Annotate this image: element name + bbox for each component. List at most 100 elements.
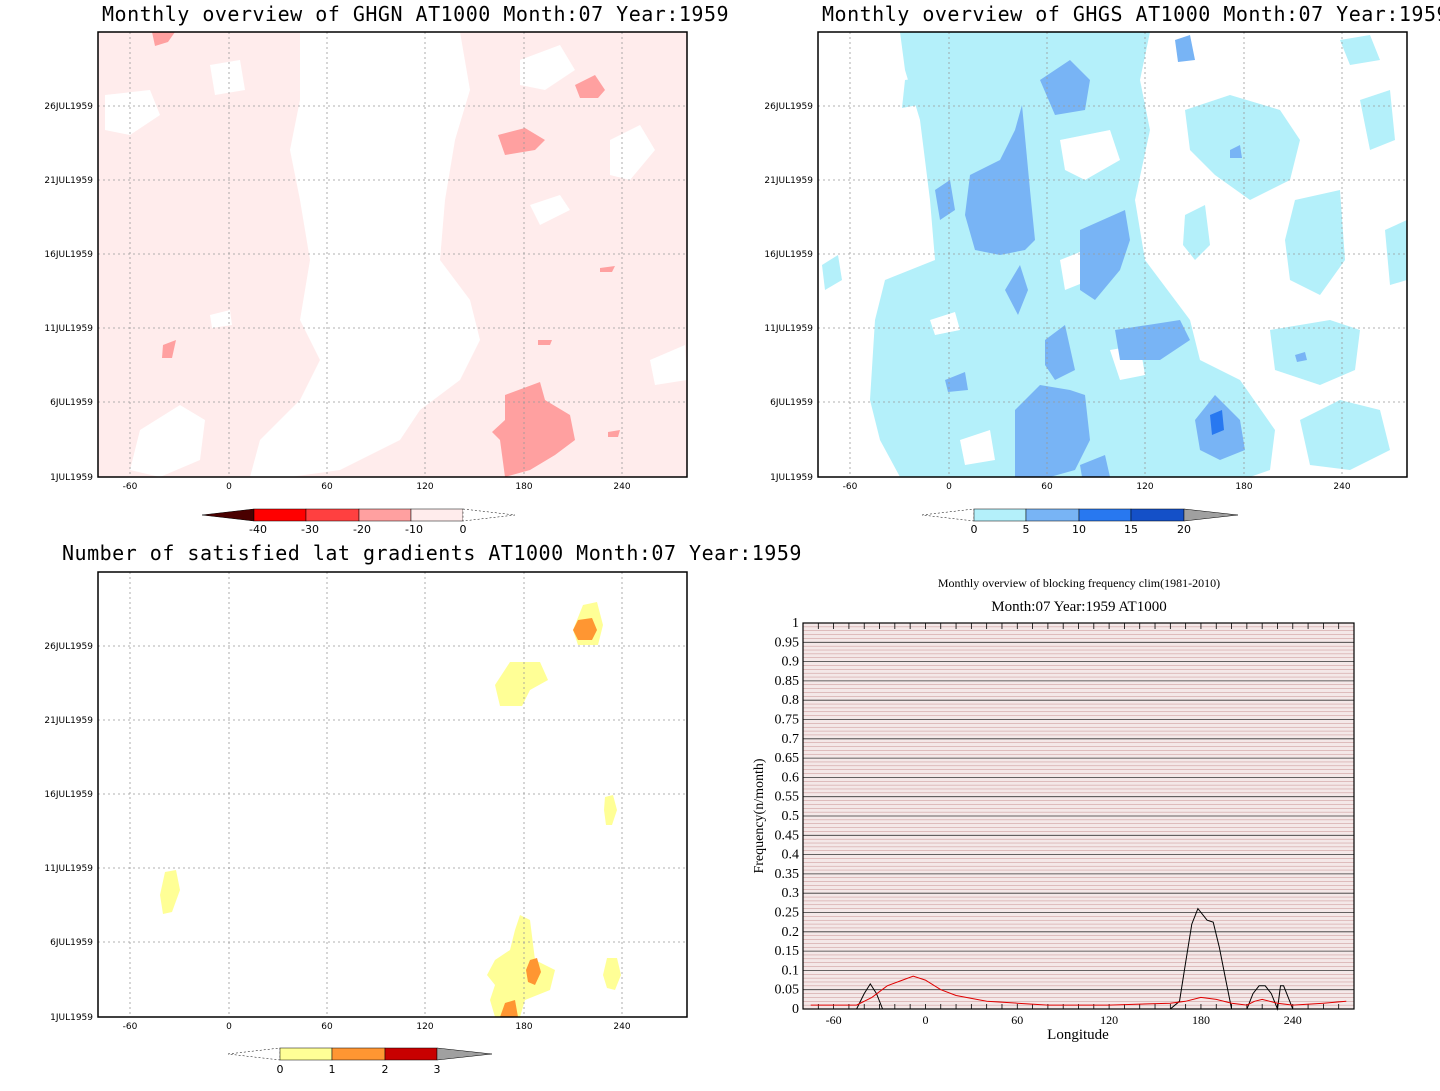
- ghgs-plot: -60 0 60 120 180 240 26JUL1959 21JUL1959…: [764, 31, 1408, 536]
- y-tick: 21JUL1959: [44, 176, 93, 186]
- y-tick-label: 0.15: [775, 944, 800, 959]
- colorbar-label: 5: [1023, 523, 1030, 536]
- y-tick: 1JUL1959: [770, 473, 813, 483]
- ghgs-x-ticks: -60 0 60 120 180 240: [843, 482, 1351, 492]
- y-tick: 1JUL1959: [50, 1013, 93, 1023]
- y-tick: 16JUL1959: [764, 250, 813, 260]
- x-tick: 180: [515, 482, 532, 492]
- x-tick: 120: [416, 482, 433, 492]
- y-tick-label: 0.5: [782, 809, 800, 824]
- colorbar-label: 1: [329, 1063, 336, 1076]
- x-tick: 60: [321, 482, 333, 492]
- colorbar-label: 0: [460, 523, 467, 536]
- lat-y-ticks: 26JUL1959 21JUL1959 16JUL1959 11JUL1959 …: [44, 642, 93, 1023]
- y-tick: 16JUL1959: [44, 250, 93, 260]
- y-tick-label: 0.9: [782, 655, 800, 670]
- x-tick: 240: [1333, 482, 1350, 492]
- y-tick: 11JUL1959: [764, 324, 813, 334]
- series-line-1: [810, 975, 1347, 1006]
- x-tick: 0: [226, 482, 232, 492]
- colorbar-label: 0: [971, 523, 978, 536]
- y-tick: 26JUL1959: [44, 642, 93, 652]
- x-tick: -60: [123, 1022, 138, 1032]
- colorbar-label: -40: [249, 523, 267, 536]
- lat-title: Number of satisfied lat gradients AT1000…: [62, 541, 802, 565]
- y-tick-label: 0.55: [775, 790, 800, 805]
- y-tick-label: 0.85: [775, 674, 800, 689]
- colorbar-label: 15: [1124, 523, 1138, 536]
- colorbar-label: -10: [405, 523, 423, 536]
- y-tick-label: 0.45: [775, 828, 800, 843]
- y-tick: 26JUL1959: [764, 102, 813, 112]
- ghgs-title: Monthly overview of GHGS AT1000 Month:07…: [822, 2, 1440, 26]
- y-tick-label: 0.8: [782, 693, 800, 708]
- x-tick: 60: [321, 1022, 333, 1032]
- y-tick-label: 0.3: [782, 886, 800, 901]
- y-tick-label: 0.35: [775, 867, 800, 882]
- colorbar-label: 0: [277, 1063, 284, 1076]
- y-tick: 16JUL1959: [44, 790, 93, 800]
- chart-title: Monthly overview of blocking frequency c…: [938, 576, 1220, 590]
- y-tick: 6JUL1959: [770, 398, 813, 408]
- x-tick: 0: [226, 1022, 232, 1032]
- x-tick: 240: [613, 1022, 630, 1032]
- y-tick-label: 1: [792, 616, 799, 631]
- x-tick: 240: [613, 482, 630, 492]
- y-tick-label: 0.4: [782, 848, 800, 863]
- ghgn-title: Monthly overview of GHGN AT1000 Month:07…: [102, 2, 730, 26]
- y-tick: 26JUL1959: [44, 102, 93, 112]
- y-tick: 1JUL1959: [50, 473, 93, 483]
- ghgn-colorbar: -40 -30 -20 -10 0: [201, 508, 516, 536]
- y-tick-label: 0.95: [775, 635, 800, 650]
- y-tick-label: 0.1: [782, 963, 800, 978]
- x-axis-label: Longitude: [1047, 1027, 1109, 1043]
- x-tick-label: -60: [826, 1013, 842, 1027]
- y-tick-label: 0.6: [782, 770, 800, 785]
- colorbar-label: 2: [382, 1063, 389, 1076]
- x-tick: 180: [1235, 482, 1252, 492]
- y-tick: 21JUL1959: [764, 176, 813, 186]
- ghgn-plot: -60 0 60 120 180 240 26JUL1959 21JUL1959…: [44, 31, 688, 536]
- colorbar-label: 3: [434, 1063, 441, 1076]
- lat-x-ticks: -60 0 60 120 180 240: [123, 1022, 631, 1032]
- ghgs-y-ticks: 26JUL1959 21JUL1959 16JUL1959 11JUL1959 …: [764, 102, 813, 483]
- y-tick-label: 0: [792, 1002, 799, 1017]
- colorbar-label: -30: [301, 523, 319, 536]
- y-tick-label: 0.25: [775, 906, 800, 921]
- y-tick: 21JUL1959: [44, 716, 93, 726]
- y-tick: 6JUL1959: [50, 398, 93, 408]
- series-line-0: [810, 907, 1354, 1011]
- y-tick-label: 0.2: [782, 925, 800, 940]
- x-tick: 120: [1136, 482, 1153, 492]
- ghgs-colorbar: 0 5 10 15 20: [921, 508, 1239, 536]
- x-tick: -60: [843, 482, 858, 492]
- x-tick-label: 120: [1100, 1013, 1118, 1027]
- lat-plot: -60 0 60 120 180 240 26JUL1959 21JUL1959…: [44, 571, 688, 1076]
- x-tick-label: 60: [1011, 1013, 1023, 1027]
- y-tick-label: 0.65: [775, 751, 800, 766]
- y-axis-label: Frequency(n/month): [752, 758, 767, 873]
- x-tick: 120: [416, 1022, 433, 1032]
- x-tick: 0: [946, 482, 952, 492]
- blocking-frequency-chart: Monthly overview of blocking frequency c…: [752, 576, 1355, 1043]
- colorbar-label: -20: [353, 523, 371, 536]
- x-tick: -60: [123, 482, 138, 492]
- y-tick-label: 0.75: [775, 713, 800, 728]
- x-tick: 60: [1041, 482, 1053, 492]
- x-tick-label: 180: [1192, 1013, 1210, 1027]
- x-tick-label: 0: [922, 1013, 928, 1027]
- y-tick: 11JUL1959: [44, 324, 93, 334]
- colorbar-label: 20: [1177, 523, 1191, 536]
- colorbar-label: 10: [1072, 523, 1086, 536]
- chart-subtitle: Month:07 Year:1959 AT1000: [991, 599, 1166, 615]
- x-tick-label: 240: [1284, 1013, 1302, 1027]
- y-tick: 6JUL1959: [50, 938, 93, 948]
- ghgn-y-ticks: 26JUL1959 21JUL1959 16JUL1959 11JUL1959 …: [44, 102, 93, 483]
- y-tick-label: 0.05: [775, 983, 800, 998]
- x-axis-ticks: -60 0 60 120 180 240: [826, 1013, 1302, 1027]
- lat-colorbar: 0 1 2 3: [227, 1047, 493, 1076]
- ghgn-x-ticks: -60 0 60 120 180 240: [123, 482, 631, 492]
- x-tick: 180: [515, 1022, 532, 1032]
- y-tick: 11JUL1959: [44, 864, 93, 874]
- y-axis-ticks: 1 0.95 0.9 0.85 0.8 0.75 0.7 0.65 0.6 0.55 0.5 0.45…: [775, 616, 800, 1017]
